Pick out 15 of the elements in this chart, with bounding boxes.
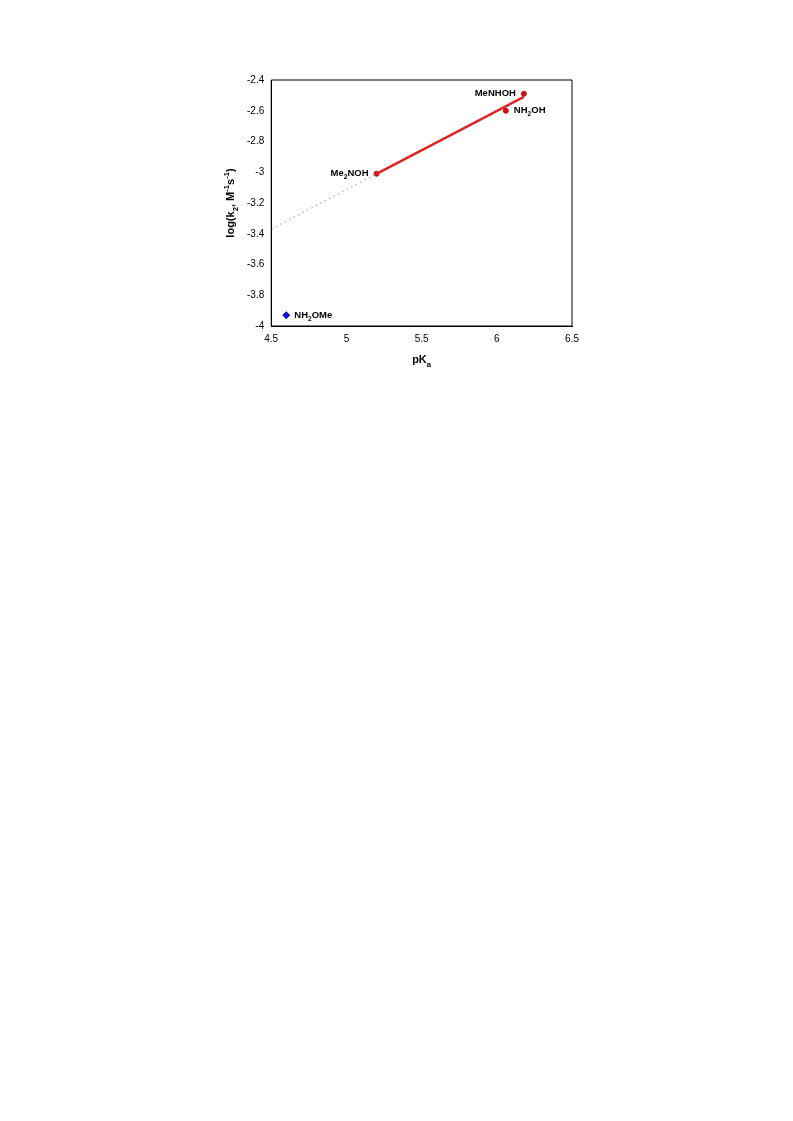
x-tick-label: 6 — [494, 332, 501, 344]
annotation: MeNHOH — [474, 87, 517, 99]
y-tick-label: -3.8 — [247, 289, 265, 300]
y-tick-label: -2.8 — [247, 135, 265, 147]
x-tick-label: 6.5 — [565, 332, 580, 344]
x-tick-label: 5 — [343, 332, 350, 344]
x-tick-label: 5.5 — [414, 332, 429, 344]
y-tick-label: -3.2 — [247, 196, 265, 208]
y-tick-label: -3.4 — [247, 227, 265, 239]
y-tick-label: -4 — [255, 319, 265, 331]
y-tick-label: -3.6 — [247, 258, 265, 270]
y-tick-label: -2.6 — [247, 104, 265, 116]
y-tick-label: -3 — [255, 166, 265, 177]
y-tick-label: -2.4 — [247, 73, 265, 85]
x-tick-label: 4.5 — [264, 332, 279, 344]
